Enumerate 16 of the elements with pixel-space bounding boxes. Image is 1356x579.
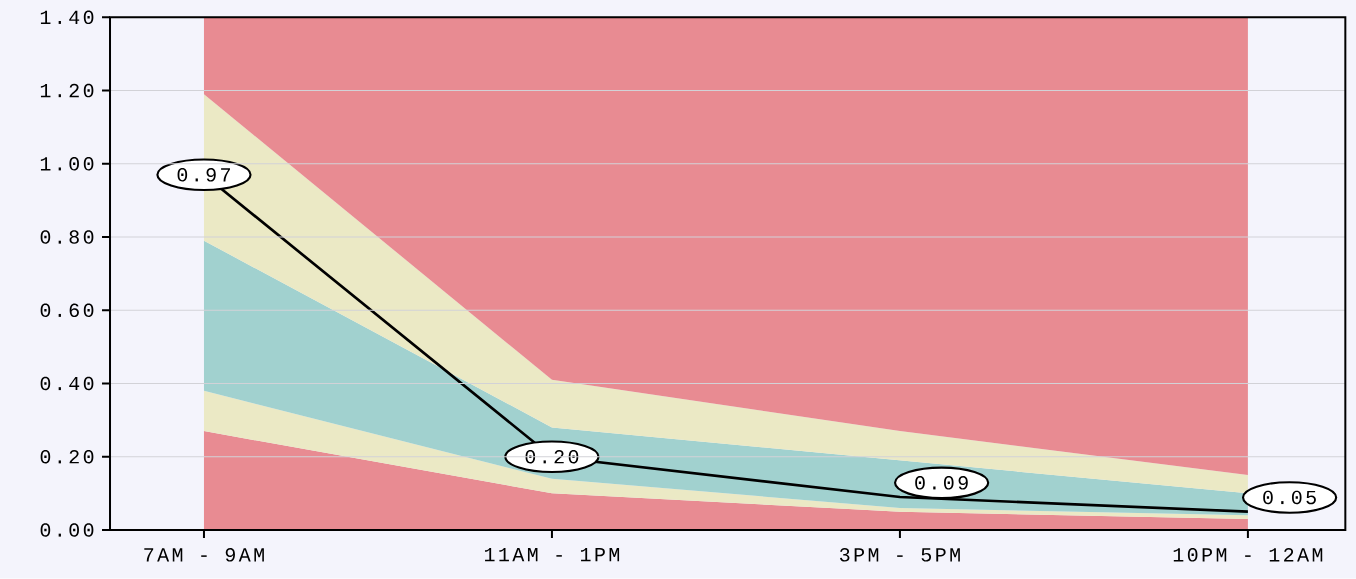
y-tick-label: 0.60 xyxy=(40,303,94,318)
data-label: 0.20 xyxy=(525,450,579,464)
x-tick-label: 7AM - 9AM xyxy=(144,548,264,562)
y-tick-label: 1.40 xyxy=(40,10,94,25)
y-tick-label: 1.00 xyxy=(40,157,94,171)
data-label: 0.09 xyxy=(915,476,968,490)
x-tick-label: 10PM - 12AM xyxy=(1173,548,1323,562)
y-tick-label: 0.80 xyxy=(40,230,94,244)
data-label: 0.97 xyxy=(177,168,230,182)
y-tick-label: 0.40 xyxy=(40,376,94,391)
y-tick-label: 1.20 xyxy=(40,83,94,98)
y-tick-label: 0.00 xyxy=(40,523,94,537)
x-tick-label: 11AM - 1PM xyxy=(484,548,620,562)
x-tick-label: 3PM - 5PM xyxy=(839,548,960,562)
data-label: 0.05 xyxy=(1263,490,1316,505)
y-tick-label: 0.20 xyxy=(40,450,94,464)
